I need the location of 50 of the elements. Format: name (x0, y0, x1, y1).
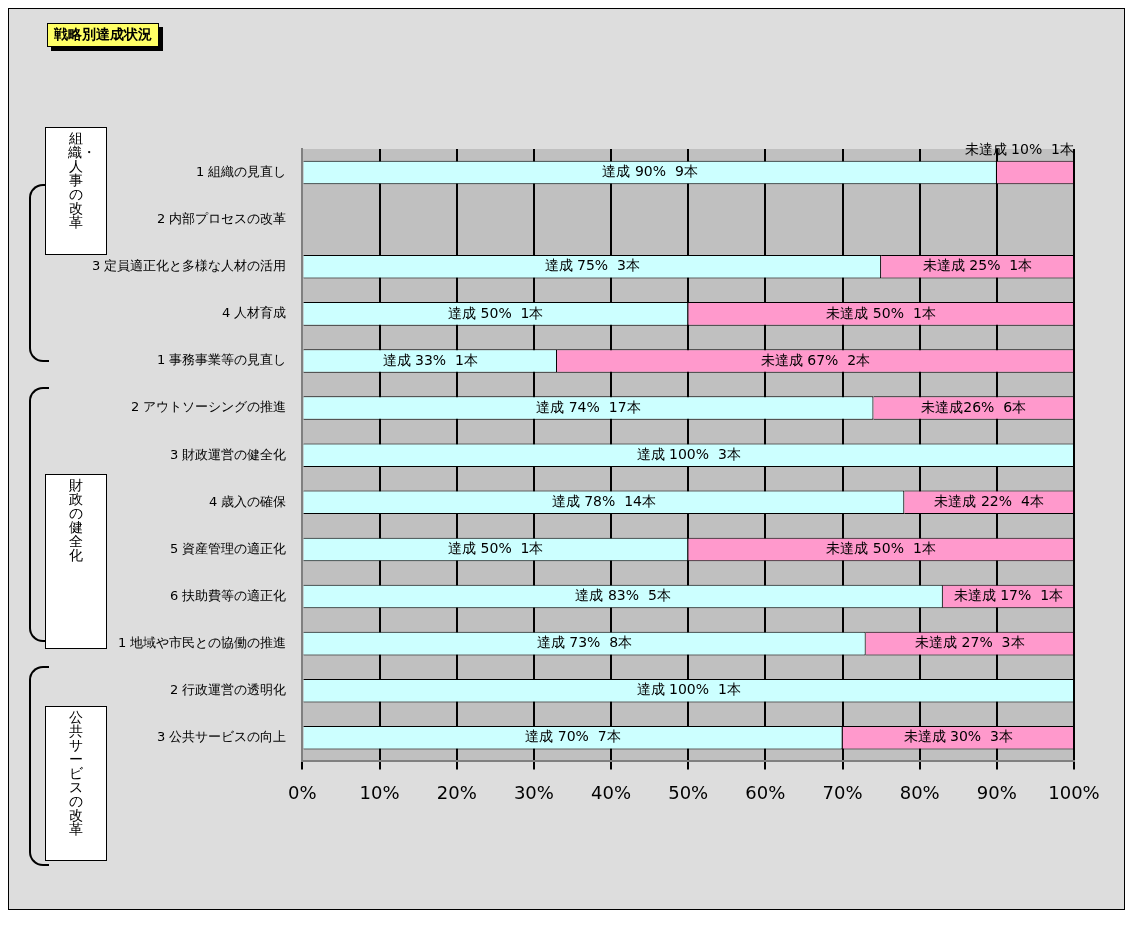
y-tick-label: 4 歳入の確保 (209, 493, 287, 509)
data-label: 未達成 25% 1本 (922, 257, 1033, 274)
data-label: 未達成 30% 3本 (903, 728, 1013, 745)
y-tick-label: 2 アウトソーシングの推進 (131, 399, 287, 415)
data-label: 達成 100% 1本 (636, 681, 741, 698)
x-tick-label: 100% (1048, 781, 1100, 803)
y-tick-label: 6 扶助費等の適正化 (170, 587, 287, 603)
data-label: 達成 90% 9本 (602, 163, 698, 180)
data-label: 達成 78% 14本 (551, 492, 656, 509)
x-tick-label: 60% (745, 781, 786, 803)
text: 公共サービスの改革 (69, 709, 83, 837)
data-label: 未達成 50% 1本 (826, 540, 936, 557)
text: 財政の健全化 (68, 477, 84, 563)
data-label: 未達成 67% 2本 (760, 351, 871, 368)
y-tick-label: 4 人材育成 (222, 305, 287, 321)
x-tick-label: 70% (822, 781, 863, 803)
text: 戦略別達成状況 (47, 23, 159, 47)
y-tick-label: 3 財政運営の健全化 (170, 446, 287, 462)
data-label: 未達成 22% 4本 (934, 492, 1044, 509)
data-label: 達成 70% 7本 (525, 728, 621, 745)
data-label: 未達成 50% 1本 (826, 304, 936, 321)
data-label: 達成 74% 17本 (536, 398, 641, 415)
data-label: 未達成 10% 1本 (964, 141, 1074, 158)
x-tick-label: 30% (513, 781, 554, 803)
data-label: 達成 75% 3本 (544, 257, 640, 274)
x-tick-label: 10% (359, 781, 400, 803)
y-tick-label: 1 地域や市民との協働の推進 (118, 635, 287, 651)
y-tick-label: 2 行政運営の透明化 (170, 682, 287, 698)
y-tick-label: 5 資産管理の適正化 (170, 540, 287, 556)
y-tick-label: 1 事務事業等の見直し (157, 352, 287, 368)
y-tick-label: 2 内部プロセスの改革 (157, 211, 287, 227)
data-label: 達成 83% 5本 (575, 587, 671, 604)
data-label: 達成 100% 3本 (636, 445, 741, 462)
x-tick-label: 80% (899, 781, 940, 803)
data-label: 達成 33% 1本 (382, 351, 478, 368)
x-tick-label: 90% (976, 781, 1017, 803)
data-label: 達成 50% 1本 (448, 304, 544, 321)
x-tick-label: 20% (436, 781, 477, 803)
data-label: 未達成 27% 3本 (915, 634, 1025, 651)
data-label: 未達成 17% 1本 (953, 587, 1064, 604)
x-tick-label: 0% (288, 781, 317, 803)
text: 組織・人事の改革 (68, 130, 96, 230)
data-label: 未達成26% 6本 (921, 398, 1027, 415)
data-label: 達成 50% 1本 (448, 540, 544, 557)
x-tick-label: 50% (668, 781, 709, 803)
data-label: 達成 73% 8本 (536, 634, 633, 651)
x-tick-label: 40% (591, 781, 632, 803)
y-tick-label: 3 定員適正化と多様な人材の活用 (92, 258, 287, 274)
y-tick-label: 3 公共サービスの向上 (157, 729, 287, 745)
y-tick-label: 1 組織の見直し (196, 163, 287, 179)
